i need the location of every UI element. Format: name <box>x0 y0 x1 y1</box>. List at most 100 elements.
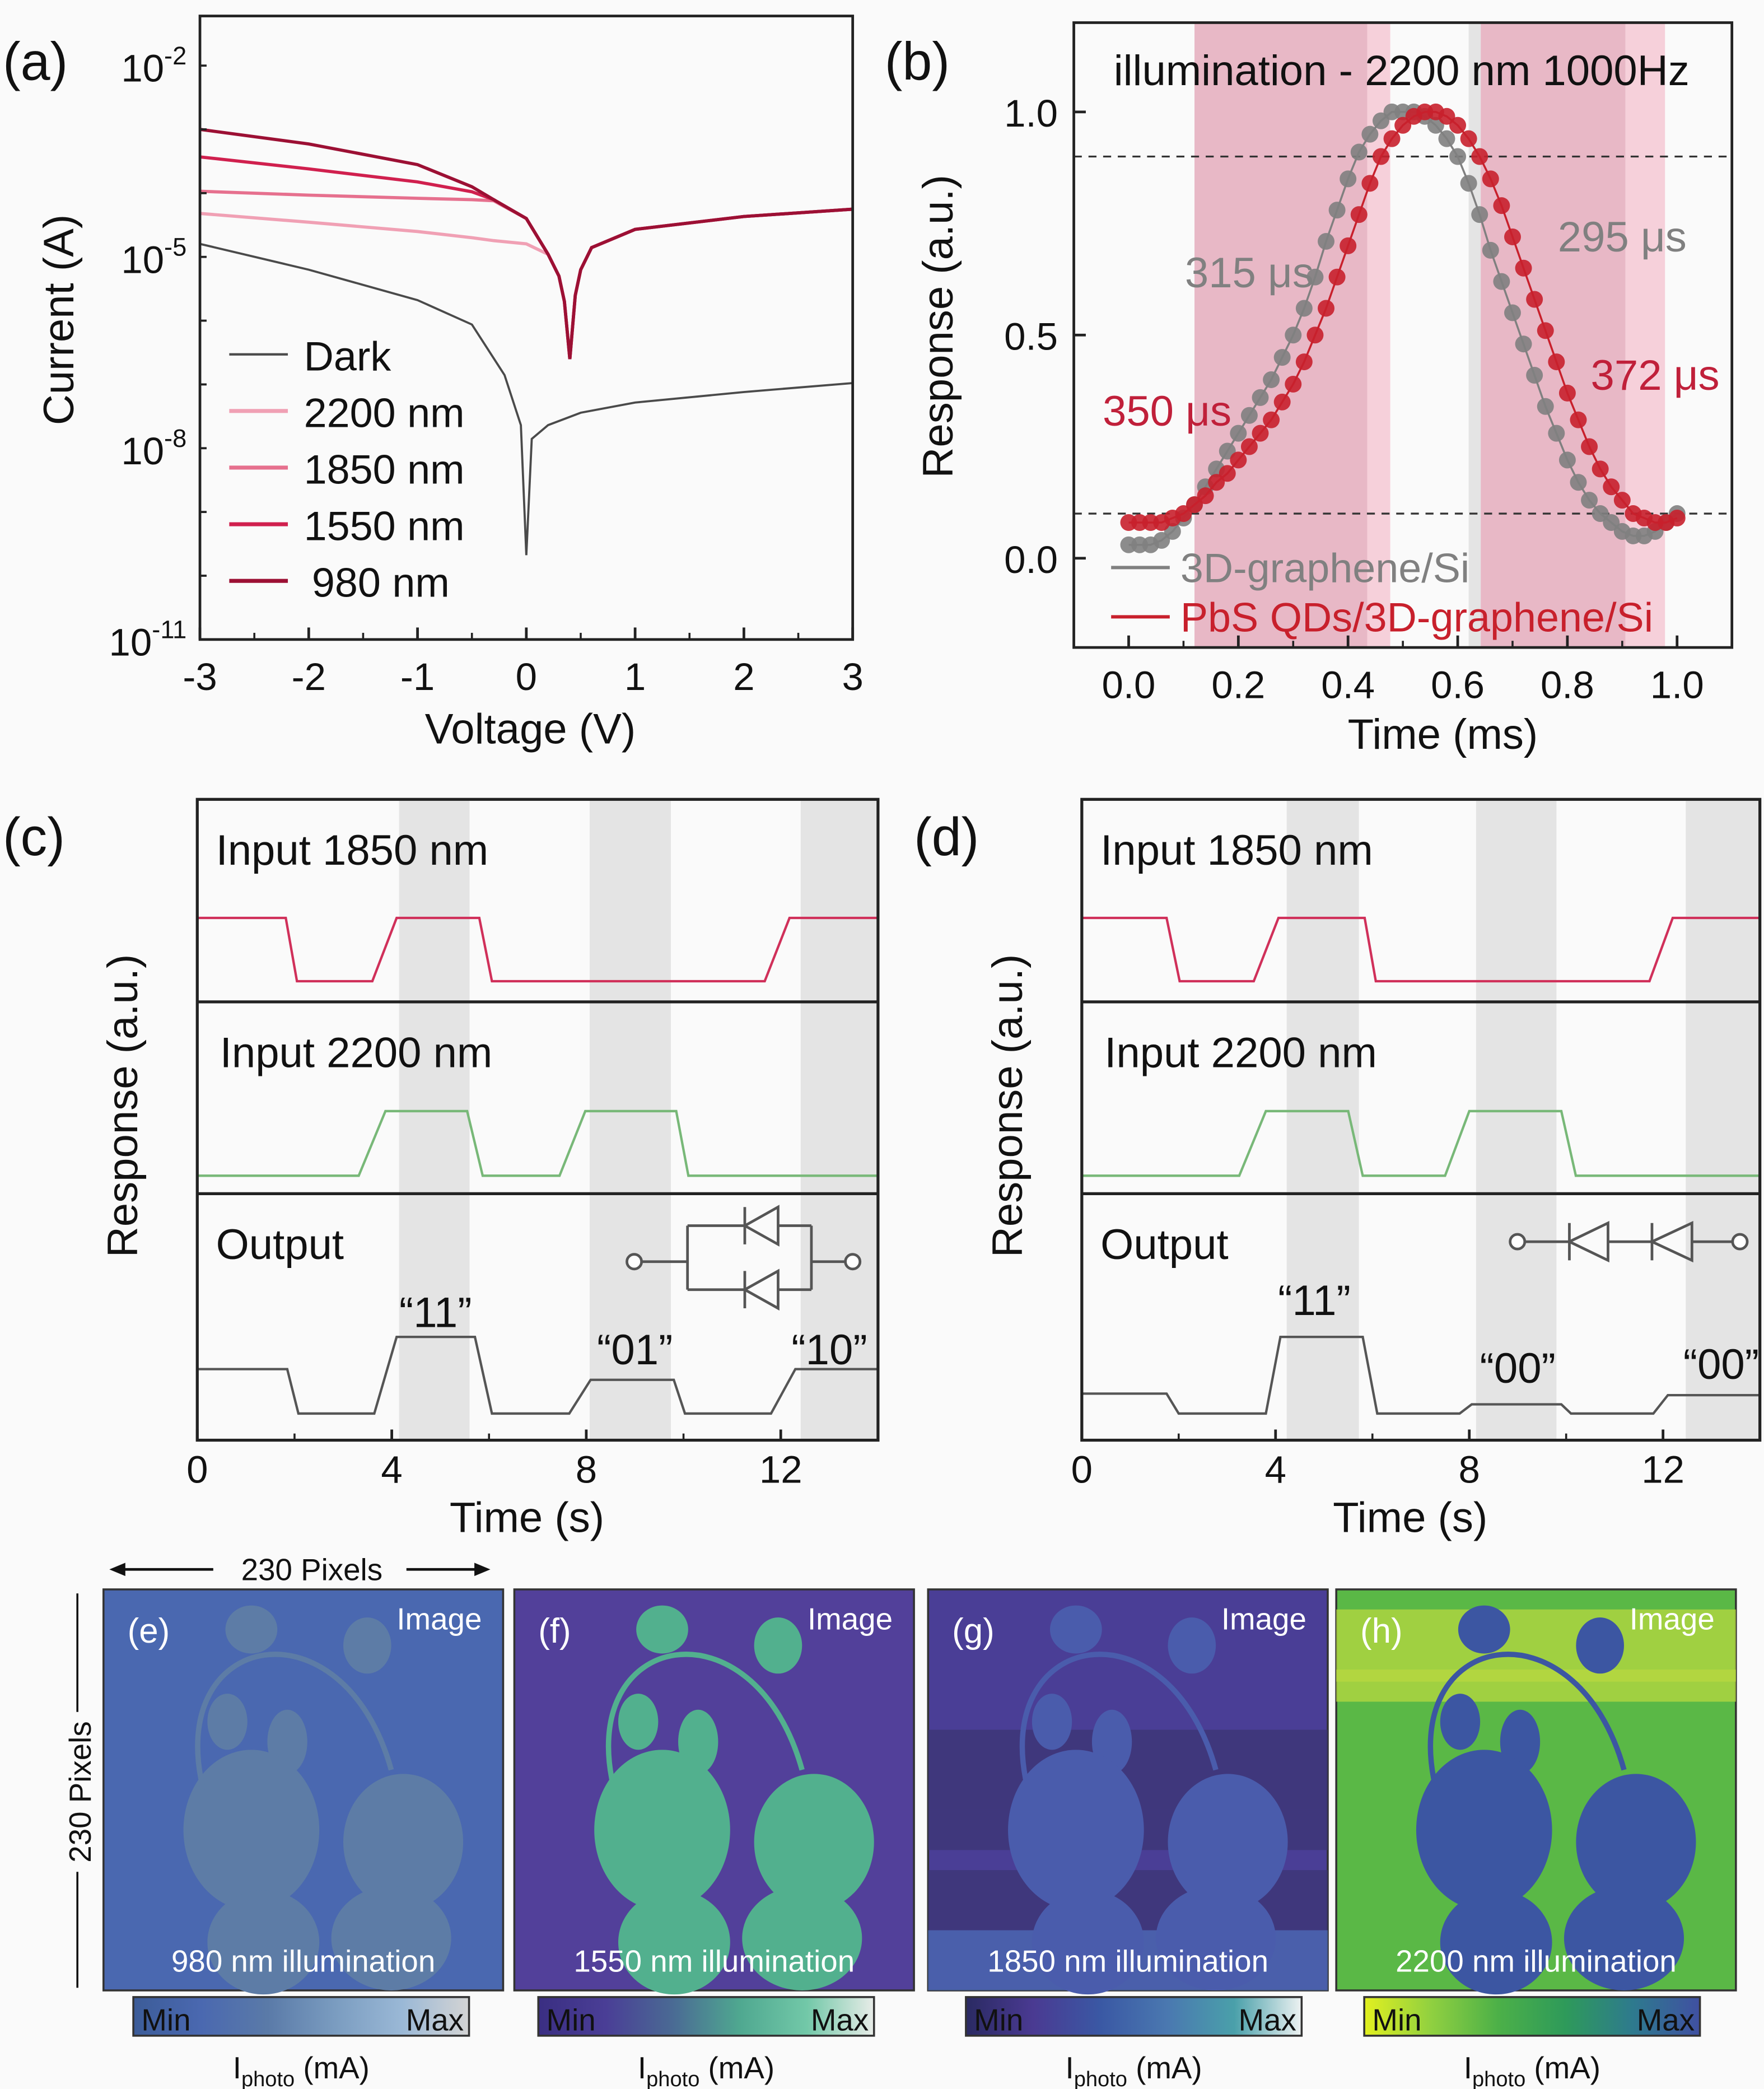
data-point <box>1668 510 1686 526</box>
height-label: 230 Pixels <box>63 1721 97 1862</box>
x-tick-label: 12 <box>759 1448 802 1491</box>
colorbar-max: Max <box>1637 2002 1695 2037</box>
data-point <box>1570 474 1587 491</box>
colorbar-max: Max <box>811 2002 869 2037</box>
colorbar <box>965 1996 1303 2037</box>
x-axis-label: Time (s) <box>1333 1494 1487 1542</box>
colorbar-label: Iphoto (mA) <box>233 2050 370 2089</box>
data-point <box>1493 197 1510 215</box>
data-point <box>1558 451 1576 469</box>
data-point <box>1240 407 1258 424</box>
data-point <box>1263 411 1280 428</box>
data-point <box>1504 228 1521 245</box>
colorbar <box>537 1996 875 2037</box>
data-point <box>1340 170 1357 188</box>
shaded-region <box>800 799 878 1440</box>
colorbar-label: Iphoto (mA) <box>638 2050 774 2089</box>
x-tick-label: -3 <box>183 655 217 698</box>
legend-label: 2200 nm <box>304 389 465 436</box>
y-axis-label: Response (a.u.) <box>914 175 962 478</box>
y-tick-label: 10-8 <box>121 424 186 473</box>
imaging-panels: 230 Pixels 230 Pixels (e) Image 980 nm illum… <box>63 1552 1737 2089</box>
signal-trace <box>1081 1336 1760 1415</box>
panda-shape <box>1416 1750 1552 1910</box>
data-point <box>1372 148 1389 165</box>
data-point <box>1537 322 1554 339</box>
panda-shape <box>1440 1890 1552 1995</box>
x-axis-label: Time (s) <box>450 1494 604 1542</box>
image-panel-e: (e) Image 980 nm illumination Min Max Iphoto … <box>102 1588 505 2089</box>
data-point <box>1230 425 1247 442</box>
data-point <box>1350 206 1368 223</box>
data-point <box>1306 327 1324 344</box>
panda-shape <box>754 1617 802 1674</box>
terminal <box>1509 1233 1527 1251</box>
panda-shape <box>207 1890 320 1995</box>
x-tick-label: -2 <box>292 655 326 698</box>
row-label: Output <box>1100 1221 1228 1269</box>
diode-triangle <box>742 1269 780 1311</box>
width-label: 230 Pixels <box>241 1552 382 1587</box>
panda-shape <box>207 1694 248 1750</box>
image-band <box>1336 1670 1736 1702</box>
series-line-Dark <box>199 243 853 556</box>
data-point <box>1526 367 1543 384</box>
y-tick-label: 0.0 <box>1004 538 1058 581</box>
data-point <box>1548 425 1565 442</box>
x-tick-label: 0.4 <box>1321 664 1375 707</box>
data-point <box>1328 268 1346 286</box>
data-point <box>1460 130 1477 147</box>
panda-shape <box>343 1774 464 1910</box>
chart-a-iv-curves: -3 -2 -1 0 1 2 3 10-2 10-5 10-8 10-11 Voltage (V) Cu… <box>35 15 864 753</box>
plot-frame <box>198 15 855 641</box>
panda-shape <box>1564 1886 1684 1990</box>
series-line-2200-nm <box>199 207 853 360</box>
data-point <box>1285 327 1302 344</box>
data-point <box>1581 438 1598 455</box>
colorbar-label: Iphoto (mA) <box>1066 2050 1202 2089</box>
series-line-1550-nm <box>199 155 853 360</box>
colorbar-min: Min <box>141 2002 190 2037</box>
x-tick-label: 1.0 <box>1650 664 1704 707</box>
panda-shape <box>1576 1774 1696 1910</box>
panda-shape <box>1049 1605 1102 1654</box>
data-point <box>1558 384 1576 402</box>
panda-shape <box>1440 1694 1481 1750</box>
data-point <box>1537 398 1554 415</box>
image-caption: 2200 nm illumination <box>1396 1944 1677 1979</box>
panda-shape <box>594 1750 730 1910</box>
shaded-region <box>589 799 671 1440</box>
image-tag: Image <box>1630 1601 1715 1636</box>
logic-state-label: “10” <box>791 1326 867 1374</box>
data-point <box>1252 389 1269 406</box>
shaded-region <box>1468 22 1481 648</box>
panda-outline <box>1019 1652 1219 1791</box>
plot-frame <box>1080 798 1762 1442</box>
image-caption: 1550 nm illumination <box>573 1944 855 1979</box>
data-point <box>1328 202 1346 219</box>
data-point <box>1318 232 1335 250</box>
chart-c-logic-or: Input 1850 nm Input 2200 nm Output 0 4 8 12 Tim… <box>99 798 880 1542</box>
logic-state-label: “11” <box>399 1289 472 1336</box>
data-point <box>1383 130 1401 147</box>
colorbar-min: Min <box>547 2002 596 2037</box>
data-point <box>1493 273 1510 290</box>
x-tick-label: 4 <box>1265 1448 1286 1491</box>
data-point <box>1526 291 1543 308</box>
x-tick-label: 0.0 <box>1102 664 1156 707</box>
panda-shape <box>1032 1890 1144 1995</box>
panda-shape <box>742 1886 862 1990</box>
x-tick-label: 0.6 <box>1431 664 1485 707</box>
x-tick-label: 12 <box>1641 1448 1684 1491</box>
legend-label: 1850 nm <box>304 446 465 493</box>
colorbar-label: Iphoto (mA) <box>1464 2050 1600 2089</box>
image-tag: Image <box>808 1601 893 1636</box>
colorbar-max: Max <box>1238 2002 1296 2037</box>
row-label: Input 2200 nm <box>1104 1029 1377 1076</box>
arrow-head <box>109 1563 125 1577</box>
data-point <box>1603 478 1620 496</box>
x-tick-label: -1 <box>400 655 435 698</box>
data-point <box>1230 451 1247 469</box>
shaded-region <box>1625 22 1665 648</box>
